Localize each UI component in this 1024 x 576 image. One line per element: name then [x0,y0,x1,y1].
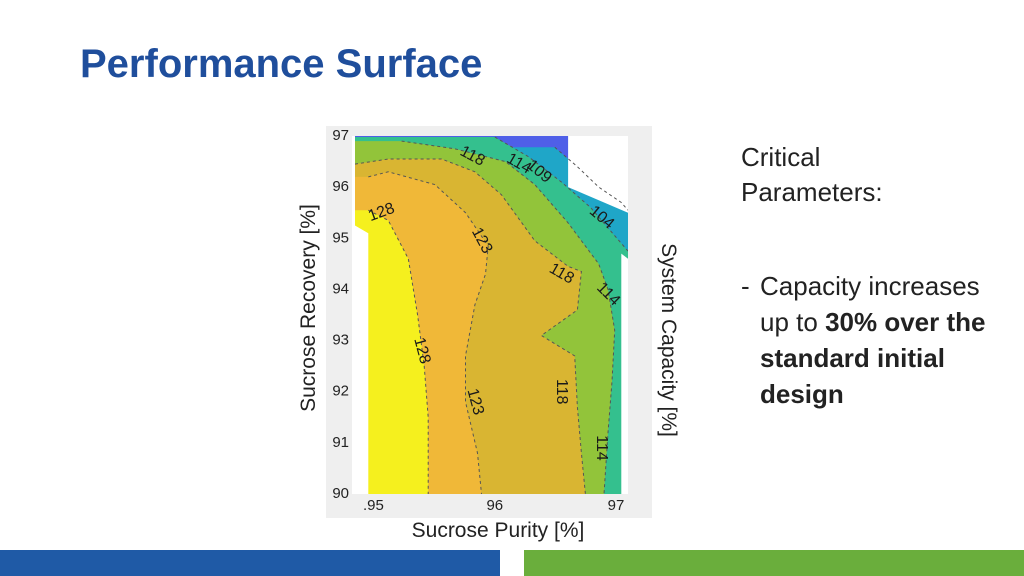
x-axis-label: Sucrose Purity [%] [411,519,585,542]
y-tick-label: 93 [332,332,349,349]
plot-mask-3 [621,253,628,494]
contour-label-128: 128 [410,336,433,366]
x-tick-label: 96 [486,497,503,514]
y-tick-label: 92 [332,383,349,400]
y-axis-label: Sucrose Recovery [%] [297,204,320,412]
y-tick-label: 97 [332,127,349,144]
bullet-item: - Capacity increases up to 30% over the … [741,268,991,412]
plot-left-edge [352,136,355,494]
y-tick-label: 96 [332,178,349,195]
contour-line-118 [355,158,586,494]
plot-mask-2 [568,136,628,213]
axis-ticks: 90 91 92 93 94 95 96 97 .95 96 97 [332,127,624,514]
y-tick-label: 90 [332,485,349,502]
contour-line-109 [494,136,628,252]
band-fill-128 [355,210,429,494]
bullet-text: Capacity increases up to [760,271,980,337]
contour-lines [355,136,628,494]
contour-chart: 118 114 109 104 128 123 118 114 128 123 118 114 90 9… [326,126,652,518]
plot-mask-1 [355,136,369,494]
contour-label-114: 114 [593,435,610,461]
y-tick-label: 95 [332,229,349,246]
contour-label-123: 123 [463,387,486,417]
contour-label-118: 118 [553,379,570,405]
footer-bar-green [524,550,1024,576]
y-tick-label: 91 [332,434,349,451]
side-heading: Critical Parameters: [741,142,883,207]
x-tick-label: .95 [363,497,384,514]
x-tick-label: 97 [608,497,625,514]
contour-line-104 [554,146,628,211]
bullet-text-wrap: Capacity increases up to 30% over the st… [760,268,991,412]
contour-fills [355,136,628,494]
plot-masks [352,136,628,494]
bullet-bold-text: 30% over the standard initial design [760,307,986,409]
colorbar-label: System Capacity [%] [657,243,680,437]
y-tick-label: 94 [332,280,349,297]
footer-bar-blue [0,550,500,576]
page-title: Performance Surface [80,42,483,86]
bullet-dash: - [741,271,750,301]
